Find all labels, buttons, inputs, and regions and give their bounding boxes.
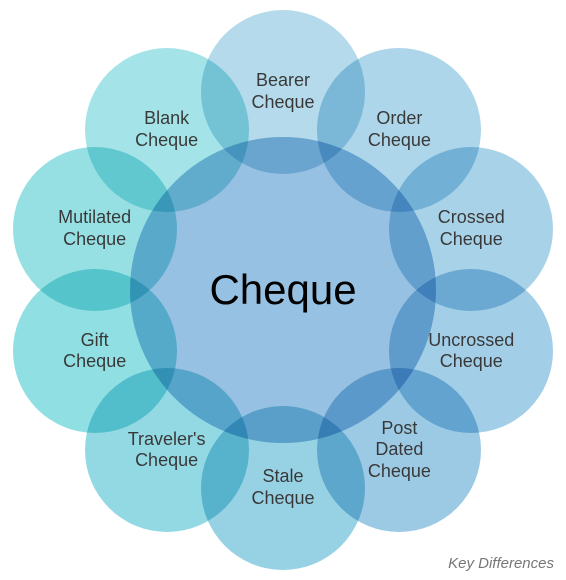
attribution-text: Key Differences <box>448 555 554 572</box>
cheque-diagram: Bearer ChequeOrder ChequeCrossed ChequeU… <box>0 0 566 580</box>
center-label: Cheque <box>209 266 356 314</box>
type-label-8: Mutilated Cheque <box>58 207 131 250</box>
type-label-0: Bearer Cheque <box>251 70 314 113</box>
type-label-2: Crossed Cheque <box>438 207 505 250</box>
center-label-wrap: Cheque <box>128 135 438 445</box>
type-label-7: Gift Cheque <box>63 330 126 373</box>
type-label-5: Stale Cheque <box>251 466 314 509</box>
type-label-3: Uncrossed Cheque <box>428 330 514 373</box>
